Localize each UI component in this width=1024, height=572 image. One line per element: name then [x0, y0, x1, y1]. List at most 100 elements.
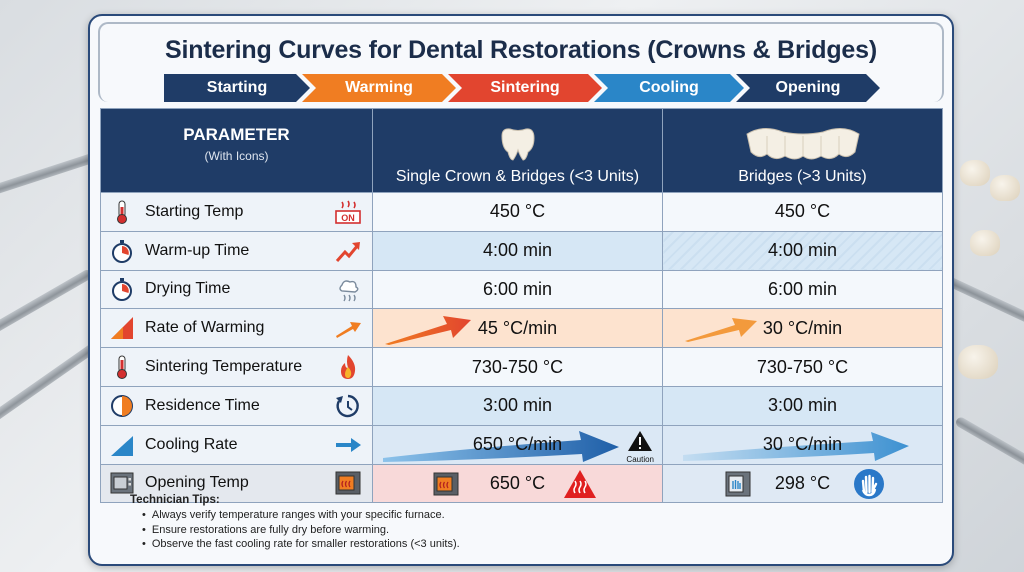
bridges-value: 298 °C: [662, 463, 943, 504]
table-row: Drying Time 6:00 min 6:00 min: [100, 269, 943, 310]
param-cell: Sintering Temperature: [100, 347, 373, 387]
stage-cooling: Cooling: [594, 74, 744, 102]
parameter-header: PARAMETER (With Icons): [100, 108, 373, 193]
dental-instrument-decoration: [954, 415, 1024, 475]
technician-tips: Technician Tips: Always verify temperatu…: [130, 494, 830, 552]
param-cell: Cooling Rate: [100, 424, 373, 465]
param-cell: Warm-up Time: [100, 230, 373, 271]
header-frame: [98, 22, 944, 102]
single-crown-value: 6:00 min: [372, 269, 663, 310]
bridge-teeth-icon: [745, 128, 860, 160]
table-row: Opening Temp 650 °C 298 °C: [100, 463, 943, 504]
hand-stop-icon: [854, 468, 884, 499]
cooling-rate-arrow: [383, 430, 619, 462]
bridges-value: 30 °C/min: [662, 308, 943, 349]
thermometer-icon: [117, 355, 127, 380]
bridges-value: 4:00 min: [662, 230, 943, 271]
furnace-icon: [110, 472, 134, 494]
bridges-value: 450 °C: [662, 192, 943, 232]
cooling-ramp-icon: [111, 435, 133, 456]
stage-starting: Starting: [164, 74, 310, 102]
furnace-hot-icon: [335, 471, 361, 495]
param-label: Opening Temp: [145, 474, 249, 492]
warming-rate-arrow: [685, 318, 757, 343]
stopwatch-icon: [112, 239, 132, 263]
single-crown-value: 650 °C: [372, 463, 663, 504]
single-crown-value: 650 °C/min Caution: [372, 424, 663, 465]
blue-arrow-icon: [336, 437, 361, 452]
flame-icon: [341, 355, 356, 380]
trend-up-arrow-icon: [335, 241, 360, 262]
tooth-decoration: [958, 345, 998, 379]
parameter-header-subtitle: (With Icons): [204, 148, 269, 163]
single-crown-value: 3:00 min: [372, 385, 663, 426]
clock-icon: [336, 394, 359, 418]
stopwatch-icon: [112, 278, 132, 302]
single-crown-header-label: Single Crown & Bridges (<3 Units): [395, 168, 640, 185]
dental-instrument-decoration: [0, 268, 94, 342]
table-row: Rate of Warming 45 °C/min 30 °C/min: [100, 308, 943, 349]
furnace-hot-icon: [433, 472, 459, 496]
bridges-value: 30 °C/min: [662, 424, 943, 465]
heater-on-icon: ON: [335, 200, 361, 224]
cooling-rate-arrow: [683, 431, 909, 461]
single-crown-header: Single Crown & Bridges (<3 Units): [372, 108, 663, 193]
bridges-header: Bridges (>3 Units): [662, 108, 943, 193]
bridges-header-label: Bridges (>3 Units): [738, 168, 867, 185]
tips-title: Technician Tips:: [130, 494, 220, 506]
stage-flow: Starting Warming Sintering Cooling Openi…: [164, 74, 880, 102]
param-label: Starting Temp: [145, 202, 244, 220]
list-item: Always verify temperature ranges with yo…: [142, 508, 830, 523]
table-row: Warm-up Time 4:00 min 4:00 min: [100, 230, 943, 271]
list-item: Ensure restorations are fully dry before…: [142, 523, 830, 538]
warming-rate-arrow: [385, 316, 471, 346]
steam-icon: [339, 280, 359, 302]
param-label: Rate of Warming: [145, 319, 265, 337]
single-crown-value: 730-750 °C: [372, 347, 663, 387]
ramp-triangle-icon: [111, 317, 133, 340]
param-cell: Opening Temp: [100, 463, 373, 504]
param-cell: Starting Temp ON: [100, 192, 373, 232]
bridges-value: 3:00 min: [662, 385, 943, 426]
hot-warning-icon: [564, 469, 596, 498]
param-label: Cooling Rate: [145, 435, 238, 453]
furnace-safe-icon: [725, 471, 751, 497]
tooth-decoration: [970, 230, 1000, 256]
table-row: Sintering Temperature 730-750 °C 730-750…: [100, 347, 943, 387]
parameter-header-title: PARAMETER: [183, 124, 290, 144]
dental-instrument-decoration: [0, 151, 99, 199]
caution-badge: Caution: [626, 430, 654, 464]
param-cell: Rate of Warming: [100, 308, 373, 349]
single-crown-value: 45 °C/min: [372, 308, 663, 349]
table-row: Residence Time 3:00 min 3:00 min: [100, 385, 943, 426]
timer-pie-icon: [111, 394, 133, 417]
bridges-value: 730-750 °C: [662, 347, 943, 387]
single-crown-tooth-icon: [500, 128, 535, 161]
orange-arrow-icon: [336, 322, 361, 339]
single-crown-value: 450 °C: [372, 192, 663, 232]
stage-opening: Opening: [736, 74, 880, 102]
param-label: Residence Time: [145, 396, 260, 414]
caution-label: Caution: [626, 454, 654, 464]
param-cell: Drying Time: [100, 269, 373, 310]
bridges-value: 6:00 min: [662, 269, 943, 310]
stage-warming: Warming: [302, 74, 456, 102]
parameter-table: PARAMETER (With Icons) Single Crown & Br…: [100, 108, 943, 504]
param-label: Drying Time: [145, 280, 231, 298]
param-cell: Residence Time: [100, 385, 373, 426]
table-row: Starting Temp ON 450 °C 450 °C: [100, 192, 943, 232]
page-title: Sintering Curves for Dental Restorations…: [165, 36, 877, 64]
dental-instrument-decoration: [0, 340, 101, 430]
thermometer-icon: [117, 200, 127, 224]
table-row: Cooling Rate 650 °C/min Caution 30 °C/mi…: [100, 424, 943, 465]
list-item: Observe the fast cooling rate for smalle…: [142, 537, 830, 552]
single-crown-value: 4:00 min: [372, 230, 663, 271]
tips-list: Always verify temperature ranges with yo…: [130, 508, 830, 552]
param-label: Warm-up Time: [145, 241, 250, 259]
svg-text:ON: ON: [341, 213, 355, 223]
dental-instrument-decoration: [943, 275, 1024, 335]
tooth-decoration: [990, 175, 1020, 201]
caution-icon: [628, 430, 653, 451]
tooth-decoration: [960, 160, 990, 186]
stage-sintering: Sintering: [448, 74, 602, 102]
